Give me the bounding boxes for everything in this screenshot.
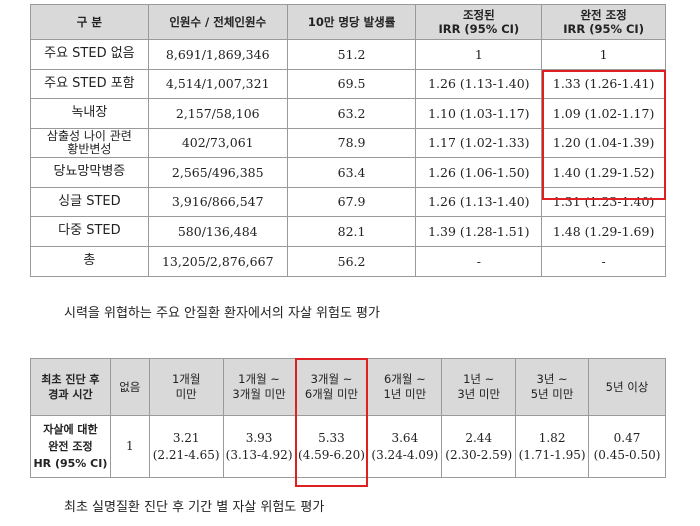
row-label: 삼출성 나이 관련 황반변성 bbox=[30, 127, 149, 158]
hr-cell: 3.64 (3.24-4.09) bbox=[367, 415, 443, 478]
table-row: 다중 STED 580/136,484 82.1 1.39 (1.28-1.51… bbox=[30, 216, 666, 247]
col-header-period: 1년 ~ 3년 미만 bbox=[441, 358, 517, 416]
hr-cell: 1 bbox=[109, 415, 150, 478]
adjusted-irr-cell: 1.26 (1.13-1.40) bbox=[415, 186, 543, 217]
fully-adjusted-irr-cell: 1 bbox=[541, 39, 666, 70]
table-row: 자살에 대한 완전 조정 HR (95% CI) 1 3.21 (2.21-4.… bbox=[30, 415, 666, 478]
fully-adjusted-irr-cell: 1.20 (1.04-1.39) bbox=[541, 127, 666, 158]
adjusted-irr-cell: 1.17 (1.02-1.33) bbox=[415, 127, 543, 158]
count-cell: 2,565/496,385 bbox=[147, 157, 288, 188]
table-row: 녹내장 2,157/58,106 63.2 1.10 (1.03-1.17) 1… bbox=[30, 98, 666, 129]
table-row-total: 총 13,205/2,876,667 56.2 - - bbox=[30, 245, 666, 277]
fully-adjusted-irr-cell: 1.33 (1.26-1.41) bbox=[541, 68, 666, 99]
count-cell: 3,916/866,547 bbox=[147, 186, 288, 217]
count-cell: 580/136,484 bbox=[147, 216, 288, 247]
incidence-cell: 56.2 bbox=[286, 245, 417, 277]
row-label: 총 bbox=[30, 245, 149, 277]
row-label: 당뇨망막병증 bbox=[30, 157, 149, 188]
col-header-period: 6개월 ~ 1년 미만 bbox=[367, 358, 443, 416]
incidence-cell: 78.9 bbox=[286, 127, 417, 158]
row-label: 녹내장 bbox=[30, 98, 149, 129]
table-row: 삼출성 나이 관련 황반변성 402/73,061 78.9 1.17 (1.0… bbox=[30, 127, 666, 158]
col-header-period: 없음 bbox=[109, 358, 150, 416]
row-header-elapsed-time: 최초 진단 후 경과 시간 bbox=[30, 358, 111, 416]
col-header-fully-adjusted-irr: 완전 조정 IRR (95% CI) bbox=[541, 4, 666, 40]
highlight-box-hr bbox=[295, 358, 368, 487]
col-header-category: 구 분 bbox=[30, 4, 149, 40]
incidence-cell: 69.5 bbox=[286, 68, 417, 99]
adjusted-irr-cell: 1.10 (1.03-1.17) bbox=[415, 98, 543, 129]
hr-cell: 3.93 (3.13-4.92) bbox=[222, 415, 296, 478]
table-header-row: 구 분 인원수 / 전체인원수 10만 명당 발생률 조정된 IRR (95% … bbox=[30, 4, 666, 40]
highlight-box-irr bbox=[542, 70, 666, 200]
table1-caption: 시력을 위협하는 주요 안질환 환자에서의 자살 위험도 평가 bbox=[64, 306, 380, 321]
table-header-row: 최초 진단 후 경과 시간 없음 1개월 미만 1개월 ~ 3개월 미만 3개월… bbox=[30, 358, 666, 416]
hr-cell: 2.44 (2.30-2.59) bbox=[441, 415, 517, 478]
count-cell: 4,514/1,007,321 bbox=[147, 68, 288, 99]
count-cell: 402/73,061 bbox=[147, 127, 288, 158]
adjusted-irr-cell: 1.39 (1.28-1.51) bbox=[415, 216, 543, 247]
incidence-cell: 51.2 bbox=[286, 39, 417, 70]
incidence-cell: 67.9 bbox=[286, 186, 417, 217]
table-row: 주요 STED 포함 4,514/1,007,321 69.5 1.26 (1.… bbox=[30, 68, 666, 99]
col-header-period: 1개월 미만 bbox=[148, 358, 224, 416]
col-header-count: 인원수 / 전체인원수 bbox=[147, 4, 288, 40]
row-label: 싱글 STED bbox=[30, 186, 149, 217]
fully-adjusted-irr-cell: - bbox=[541, 245, 666, 277]
fully-adjusted-irr-cell: 1.40 (1.29-1.52) bbox=[541, 157, 666, 188]
incidence-cell: 63.4 bbox=[286, 157, 417, 188]
count-cell: 2,157/58,106 bbox=[147, 98, 288, 129]
adjusted-irr-cell: 1.26 (1.13-1.40) bbox=[415, 68, 543, 99]
hr-cell: 1.82 (1.71-1.95) bbox=[515, 415, 590, 478]
table-row: 당뇨망막병증 2,565/496,385 63.4 1.26 (1.06-1.5… bbox=[30, 157, 666, 188]
adjusted-irr-cell: - bbox=[415, 245, 543, 277]
adjusted-irr-cell: 1 bbox=[415, 39, 543, 70]
incidence-cell: 82.1 bbox=[286, 216, 417, 247]
row-label: 주요 STED 포함 bbox=[30, 68, 149, 99]
row-header-hr: 자살에 대한 완전 조정 HR (95% CI) bbox=[30, 415, 111, 478]
row-label: 주요 STED 없음 bbox=[30, 39, 149, 70]
col-header-period: 5년 이상 bbox=[588, 358, 666, 416]
table-row: 주요 STED 없음 8,691/1,869,346 51.2 1 1 bbox=[30, 39, 666, 70]
count-cell: 13,205/2,876,667 bbox=[147, 245, 288, 277]
fully-adjusted-irr-cell: 1.48 (1.29-1.69) bbox=[541, 216, 666, 247]
col-header-period: 3년 ~ 5년 미만 bbox=[515, 358, 590, 416]
adjusted-irr-cell: 1.26 (1.06-1.50) bbox=[415, 157, 543, 188]
col-header-period: 1개월 ~ 3개월 미만 bbox=[222, 358, 296, 416]
incidence-cell: 63.2 bbox=[286, 98, 417, 129]
hr-by-period-table: 최초 진단 후 경과 시간 없음 1개월 미만 1개월 ~ 3개월 미만 3개월… bbox=[30, 358, 666, 478]
hr-cell: 3.21 (2.21-4.65) bbox=[148, 415, 224, 478]
col-header-adjusted-irr: 조정된 IRR (95% CI) bbox=[415, 4, 543, 40]
row-label: 다중 STED bbox=[30, 216, 149, 247]
table2-caption: 최초 실명질환 진단 후 기간 별 자살 위험도 평가 bbox=[64, 500, 325, 515]
hr-cell: 0.47 (0.45-0.50) bbox=[588, 415, 666, 478]
hr-cell: 5.33 (4.59-6.20) bbox=[294, 415, 369, 478]
col-header-incidence: 10만 명당 발생률 bbox=[286, 4, 417, 40]
count-cell: 8,691/1,869,346 bbox=[147, 39, 288, 70]
sted-irr-table: 구 분 인원수 / 전체인원수 10만 명당 발생률 조정된 IRR (95% … bbox=[30, 4, 666, 277]
table-row: 싱글 STED 3,916/866,547 67.9 1.26 (1.13-1.… bbox=[30, 186, 666, 217]
